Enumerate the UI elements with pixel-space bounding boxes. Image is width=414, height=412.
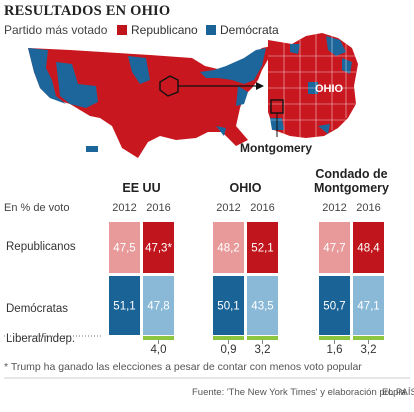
footnote: * Trump ha ganado las elecciones a pesar… — [4, 361, 362, 373]
axis-label: En % de voto — [4, 202, 69, 214]
bar-democratas-condado-de-montgomery-2012 — [319, 276, 350, 335]
value-label: 47,1 — [357, 301, 379, 313]
liberal-value-label: 1,6 — [327, 344, 343, 356]
bar-republicanos-ohio-2012 — [213, 222, 244, 273]
year-label: 2012 — [322, 202, 346, 214]
value-label: 47,8 — [147, 301, 169, 313]
value-label: 51,1 — [113, 301, 135, 313]
bar-democratas-ee-uu-2016 — [143, 276, 174, 335]
year-label: 2016 — [250, 202, 274, 214]
us-map-southwest-dem — [56, 62, 98, 108]
bar-democratas-ohio-2016 — [247, 276, 278, 335]
bar-republicanos-condado-de-montgomery-2016 — [353, 222, 384, 273]
connector-arrow — [178, 82, 264, 90]
us-map-northeast-dem — [200, 48, 266, 84]
value-label: 47,5 — [113, 243, 135, 255]
row-label-liberal-indep: Liberal/indep. — [6, 333, 75, 345]
us-map-hawaii-alaska — [86, 146, 98, 152]
us-map-west-coast — [28, 48, 66, 104]
group-title-condado-de-montgomery: Condado de — [315, 167, 387, 181]
bar-liberal-ee-uu-2016 — [143, 336, 174, 340]
liberal-value-label: 0,9 — [221, 344, 237, 356]
bar-democratas-condado-de-montgomery-2016 — [353, 276, 384, 335]
bar-republicanos-ohio-2016 — [247, 222, 278, 273]
value-label: 43,5 — [251, 301, 273, 313]
ohio-map-northeast-dem-counties — [326, 36, 346, 56]
row-label-democratas: Demócratas — [6, 303, 68, 315]
bar-democratas-ee-uu-2012 — [109, 276, 140, 335]
liberal-value-label: 3,2 — [361, 344, 377, 356]
us-map-east-coast-dem — [236, 86, 248, 106]
legend: Republicano Demócrata — [117, 23, 279, 37]
bar-liberal-condado-de-montgomery-2012 — [319, 336, 350, 340]
bar-republicanos-ee-uu-2012 — [109, 222, 140, 273]
legend-swatch-democrata — [206, 25, 216, 35]
group-title-condado-de-montgomery: Montgomery — [314, 181, 389, 195]
value-label: 50,1 — [217, 301, 239, 313]
year-label: 2012 — [112, 202, 136, 214]
bar-republicanos-condado-de-montgomery-2012 — [319, 222, 350, 273]
bar-liberal-ohio-2012 — [213, 336, 244, 340]
subtitle: Partido más votado — [4, 23, 108, 37]
bar-liberal-ohio-2016 — [247, 336, 278, 340]
value-label: 48,2 — [217, 243, 239, 255]
group-title-ohio: OHIO — [230, 181, 262, 195]
liberal-value-label: 3,2 — [255, 344, 271, 356]
montgomery-map-label: Montgomery — [240, 141, 312, 155]
us-map-ohio-outline — [159, 75, 179, 97]
year-label: 2012 — [216, 202, 240, 214]
legend-swatch-republicano — [117, 25, 127, 35]
bar-democratas-ohio-2012 — [213, 276, 244, 335]
value-label: 47,7 — [323, 243, 345, 255]
value-label: 48,4 — [357, 243, 380, 255]
ohio-map: OHIO Montgomery — [240, 33, 358, 155]
value-label: 47,3* — [145, 243, 172, 255]
ohio-map-south-dem-county — [318, 124, 330, 134]
year-label: 2016 — [356, 202, 380, 214]
group-title-ee-uu: EE UU — [122, 181, 160, 195]
value-label: 52,1 — [251, 243, 273, 255]
value-label: 50,7 — [323, 301, 345, 313]
source-note: Fuente: 'The New York Times' y elaboraci… — [192, 387, 408, 398]
results-chart: En % de voto Republicanos Demócratas Lib… — [4, 167, 389, 356]
ohio-map-label: OHIO — [315, 83, 344, 95]
row-label-republicanos: Republicanos — [6, 241, 76, 253]
ohio-map-north-dem-county — [290, 44, 300, 54]
page-title: RESULTADOS EN OHIO — [4, 3, 170, 19]
us-map — [28, 46, 272, 158]
brand-logo: EL PAÍS — [382, 387, 414, 398]
us-map-florida-patch — [216, 126, 226, 136]
liberal-value-label: 4,0 — [151, 344, 167, 356]
legend-label-democrata: Demócrata — [220, 23, 279, 37]
ohio-map-east-dem-county — [342, 58, 352, 74]
us-map-midwest-dem — [128, 56, 150, 84]
year-label: 2016 — [146, 202, 170, 214]
bar-liberal-condado-de-montgomery-2016 — [353, 336, 384, 340]
bar-republicanos-ee-uu-2016 — [143, 222, 174, 273]
legend-label-republicano: Republicano — [131, 23, 198, 37]
